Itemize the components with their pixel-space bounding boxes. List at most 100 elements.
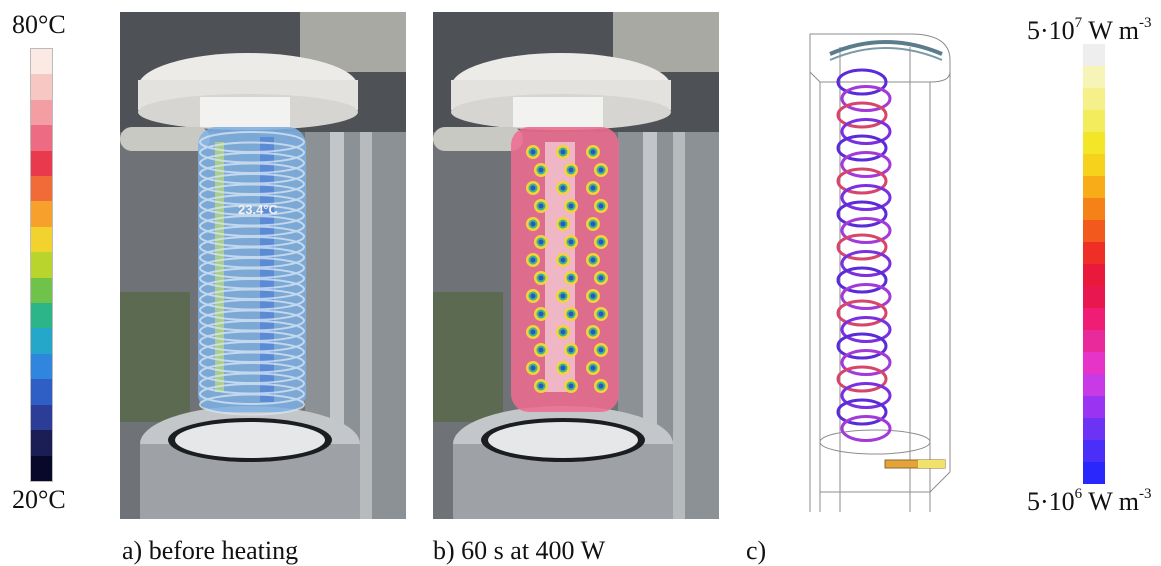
power-scale-max-label: 5·107 W m-3: [1027, 15, 1152, 45]
temperature-readout: 23.4°C: [238, 202, 278, 217]
power-scale-max-exp: 7: [1074, 15, 1083, 31]
sim-coil-turn: [836, 68, 888, 96]
thermal-colorbar: [30, 48, 53, 482]
sim-coil-turn: [840, 316, 892, 343]
hot-spot: [598, 203, 604, 209]
hot-spot: [598, 311, 604, 317]
colorbar-step: [1083, 286, 1105, 308]
power-scale-min-exp: 6: [1074, 486, 1083, 502]
hot-spot: [598, 167, 604, 173]
hot-spot: [568, 311, 574, 317]
hot-spot: [598, 239, 604, 245]
sim-coil-turn: [840, 118, 892, 145]
sim-coil-turn: [840, 382, 892, 409]
sim-coil-turn: [840, 283, 892, 310]
hot-spot: [538, 239, 544, 245]
power-scale-min-unit: W m: [1082, 487, 1139, 516]
hot-spot: [560, 329, 566, 335]
hot-spot: [598, 383, 604, 389]
power-scale-min-base: 5·10: [1027, 487, 1075, 516]
colorbar-step: [31, 277, 52, 304]
colorbar-step: [1083, 198, 1105, 220]
coil-loop: [199, 393, 305, 416]
sim-coil-turn: [836, 101, 888, 129]
hot-spot: [560, 149, 566, 155]
caption-a: a) before heating: [122, 536, 299, 565]
colorbar-step: [31, 430, 52, 456]
power-scale-max-base: 5·10: [1027, 16, 1075, 45]
sim-coil-turn: [836, 299, 888, 327]
hot-spot: [530, 221, 536, 227]
hot-spot: [530, 329, 536, 335]
colorbar-step: [1083, 418, 1105, 440]
sim-coil-turn: [840, 151, 892, 178]
hot-spot: [538, 203, 544, 209]
colorbar-step: [31, 99, 52, 126]
sim-coil-turn: [840, 85, 892, 112]
power-colorbar: [1083, 44, 1105, 484]
hot-spot: [560, 257, 566, 263]
colorbar-step: [31, 176, 52, 202]
colorbar-step: [31, 379, 52, 405]
sim-coil-turn: [836, 266, 888, 294]
colorbar-step: [1083, 374, 1105, 396]
colorbar-step: [31, 201, 52, 227]
hot-spot: [568, 239, 574, 245]
colorbar-step: [1083, 110, 1105, 132]
hot-spot: [538, 383, 544, 389]
hot-spot: [530, 293, 536, 299]
colorbar-step: [31, 455, 52, 481]
colorbar-step: [1083, 242, 1105, 264]
hot-spot: [530, 185, 536, 191]
hot-spot: [530, 257, 536, 263]
hot-spot: [568, 383, 574, 389]
reactor-photo-after: [433, 12, 719, 519]
hot-spot: [560, 365, 566, 371]
sim-coil-turn: [840, 184, 892, 211]
hot-spot: [568, 167, 574, 173]
colorbar-step: [1083, 220, 1105, 242]
sim-coil-turn: [836, 365, 888, 393]
hot-spot: [568, 275, 574, 281]
colorbar-step: [31, 252, 52, 278]
coil-power-density-model: [809, 33, 951, 512]
power-scale-max-unit: W m: [1082, 16, 1139, 45]
sim-coil-turn: [836, 398, 888, 426]
power-scale-max-unit-exp: -3: [1139, 15, 1152, 31]
hot-spot: [538, 311, 544, 317]
colorbar-step: [1083, 308, 1105, 330]
colorbar-step: [1083, 154, 1105, 176]
colorbar-step: [1083, 440, 1105, 462]
colorbar-step: [1083, 352, 1105, 374]
colorbar-step: [1083, 462, 1105, 484]
colorbar-step: [31, 226, 52, 253]
coil-loop: [199, 383, 305, 405]
hot-spot: [530, 149, 536, 155]
colorbar-step: [31, 125, 52, 151]
simulation-render: [790, 12, 960, 512]
hot-spot: [598, 347, 604, 353]
sim-coil-turn: [836, 332, 888, 360]
hot-spot: [568, 347, 574, 353]
colorbar-step: [1083, 330, 1105, 352]
colorbar-step: [1083, 176, 1105, 198]
sim-coil-turn: [840, 217, 892, 244]
power-scale-min-label: 5·106 W m-3: [1027, 486, 1152, 516]
sim-coil-turn: [836, 200, 888, 228]
hot-spot: [560, 185, 566, 191]
colorbar-step: [31, 150, 52, 177]
hot-spot: [590, 149, 596, 155]
hot-spot: [590, 293, 596, 299]
colorbar-step: [31, 353, 52, 380]
hot-spot: [590, 329, 596, 335]
thermal-scale-min-label: 20°C: [12, 485, 66, 514]
power-scale-min-unit-exp: -3: [1139, 486, 1152, 502]
hot-spot: [538, 347, 544, 353]
hot-spot: [560, 221, 566, 227]
hot-spot: [590, 185, 596, 191]
sim-coil-turn: [836, 134, 888, 162]
hot-spot: [590, 221, 596, 227]
colorbar-step: [31, 49, 52, 75]
colorbar-step: [1083, 264, 1105, 286]
hot-spot: [590, 257, 596, 263]
